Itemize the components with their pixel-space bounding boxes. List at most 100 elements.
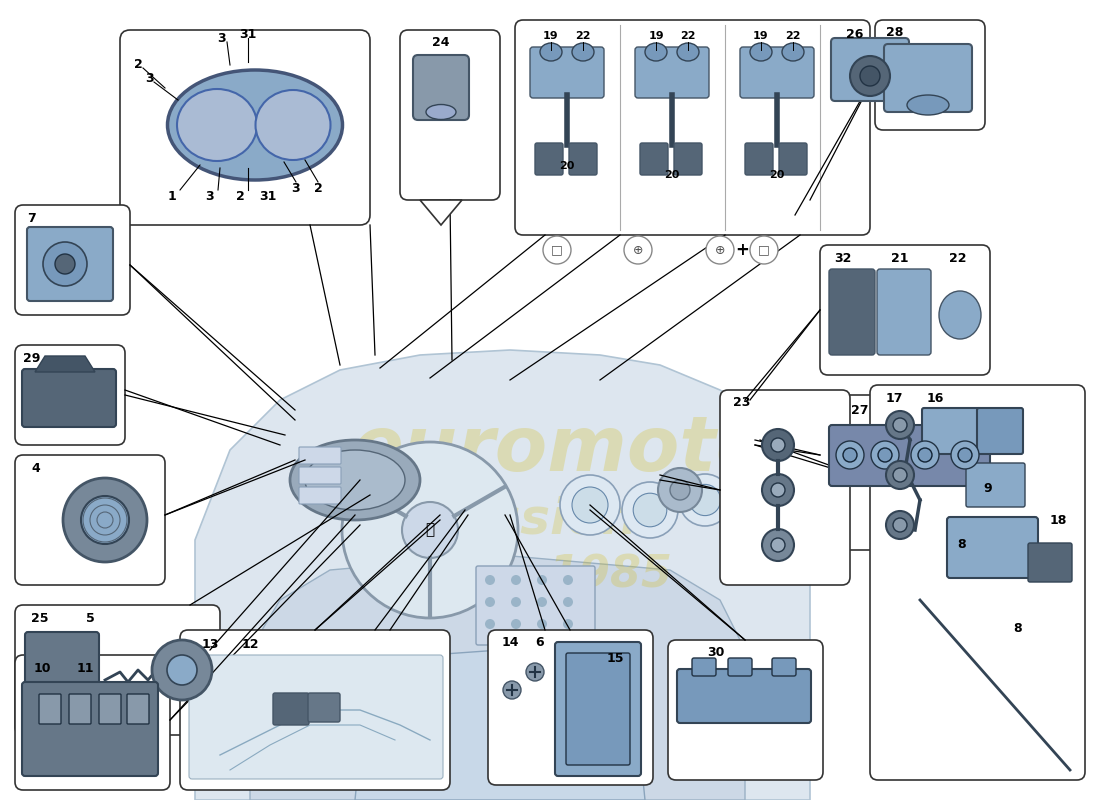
Text: 25: 25 <box>31 611 48 625</box>
Text: 7: 7 <box>28 211 36 225</box>
Polygon shape <box>35 356 95 372</box>
Circle shape <box>771 538 785 552</box>
FancyBboxPatch shape <box>15 455 165 585</box>
FancyBboxPatch shape <box>676 669 811 723</box>
Circle shape <box>563 619 573 629</box>
Ellipse shape <box>676 43 698 61</box>
FancyBboxPatch shape <box>25 632 99 713</box>
FancyBboxPatch shape <box>189 655 443 779</box>
Circle shape <box>706 236 734 264</box>
Text: 9: 9 <box>983 482 992 494</box>
FancyBboxPatch shape <box>566 653 630 765</box>
Text: 8: 8 <box>958 538 966 551</box>
Text: 1985: 1985 <box>548 554 672 597</box>
Ellipse shape <box>572 43 594 61</box>
FancyBboxPatch shape <box>640 143 668 175</box>
FancyBboxPatch shape <box>299 467 341 484</box>
FancyBboxPatch shape <box>535 143 563 175</box>
FancyBboxPatch shape <box>15 655 170 790</box>
Text: 6: 6 <box>536 637 544 650</box>
FancyBboxPatch shape <box>692 658 716 676</box>
FancyBboxPatch shape <box>966 463 1025 507</box>
FancyBboxPatch shape <box>400 30 500 200</box>
Ellipse shape <box>782 43 804 61</box>
Circle shape <box>537 619 547 629</box>
FancyBboxPatch shape <box>874 20 984 130</box>
Text: 3: 3 <box>206 190 214 202</box>
Circle shape <box>850 56 890 96</box>
Circle shape <box>512 619 521 629</box>
FancyBboxPatch shape <box>745 143 773 175</box>
Text: 3: 3 <box>145 71 154 85</box>
Text: 20: 20 <box>769 170 784 180</box>
Text: 5: 5 <box>86 611 95 625</box>
Circle shape <box>537 575 547 585</box>
Text: 8: 8 <box>1014 622 1022 634</box>
FancyBboxPatch shape <box>126 694 148 724</box>
Text: 26: 26 <box>846 27 864 41</box>
Circle shape <box>918 448 932 462</box>
Circle shape <box>952 441 979 469</box>
FancyBboxPatch shape <box>39 694 60 724</box>
FancyBboxPatch shape <box>740 47 814 98</box>
Polygon shape <box>195 350 810 800</box>
Circle shape <box>402 502 458 558</box>
Ellipse shape <box>426 105 456 119</box>
Text: 4: 4 <box>32 462 41 474</box>
Text: 🐎: 🐎 <box>426 522 434 538</box>
Ellipse shape <box>305 450 405 510</box>
FancyBboxPatch shape <box>28 227 113 301</box>
Text: 20: 20 <box>664 170 680 180</box>
Text: 17: 17 <box>886 391 903 405</box>
FancyBboxPatch shape <box>412 55 469 120</box>
FancyBboxPatch shape <box>273 693 309 725</box>
FancyBboxPatch shape <box>556 642 641 776</box>
FancyBboxPatch shape <box>829 269 874 355</box>
Text: □: □ <box>758 243 770 257</box>
Circle shape <box>690 484 721 516</box>
Circle shape <box>893 418 907 432</box>
Text: 3: 3 <box>218 31 227 45</box>
Circle shape <box>572 487 608 523</box>
Ellipse shape <box>255 90 330 160</box>
Circle shape <box>762 429 794 461</box>
Circle shape <box>512 597 521 607</box>
Text: 12: 12 <box>241 638 258 651</box>
Text: ⊕: ⊕ <box>632 243 644 257</box>
Circle shape <box>762 529 794 561</box>
Circle shape <box>624 236 652 264</box>
Ellipse shape <box>750 43 772 61</box>
FancyBboxPatch shape <box>772 658 796 676</box>
FancyBboxPatch shape <box>728 658 752 676</box>
FancyBboxPatch shape <box>299 447 341 464</box>
Ellipse shape <box>939 291 981 339</box>
FancyBboxPatch shape <box>635 47 710 98</box>
FancyBboxPatch shape <box>947 517 1038 578</box>
FancyBboxPatch shape <box>884 44 972 112</box>
Polygon shape <box>420 200 462 225</box>
Circle shape <box>843 448 857 462</box>
Circle shape <box>860 66 880 86</box>
FancyBboxPatch shape <box>829 425 990 486</box>
FancyBboxPatch shape <box>922 408 981 454</box>
Circle shape <box>485 575 495 585</box>
Text: 19: 19 <box>754 31 769 41</box>
Text: 18: 18 <box>1049 514 1067 526</box>
Text: 19: 19 <box>543 31 559 41</box>
Circle shape <box>771 483 785 497</box>
Ellipse shape <box>167 70 342 180</box>
Text: 2: 2 <box>133 58 142 71</box>
Ellipse shape <box>177 89 257 161</box>
FancyBboxPatch shape <box>720 390 850 585</box>
Text: 16: 16 <box>926 391 944 405</box>
FancyBboxPatch shape <box>1028 543 1072 582</box>
FancyBboxPatch shape <box>877 269 931 355</box>
Text: ⊕: ⊕ <box>715 243 725 257</box>
Circle shape <box>503 681 521 699</box>
FancyBboxPatch shape <box>15 345 125 445</box>
FancyBboxPatch shape <box>15 205 130 315</box>
FancyBboxPatch shape <box>870 385 1085 780</box>
FancyBboxPatch shape <box>977 408 1023 454</box>
Text: passion: passion <box>422 496 638 544</box>
FancyBboxPatch shape <box>22 369 115 427</box>
